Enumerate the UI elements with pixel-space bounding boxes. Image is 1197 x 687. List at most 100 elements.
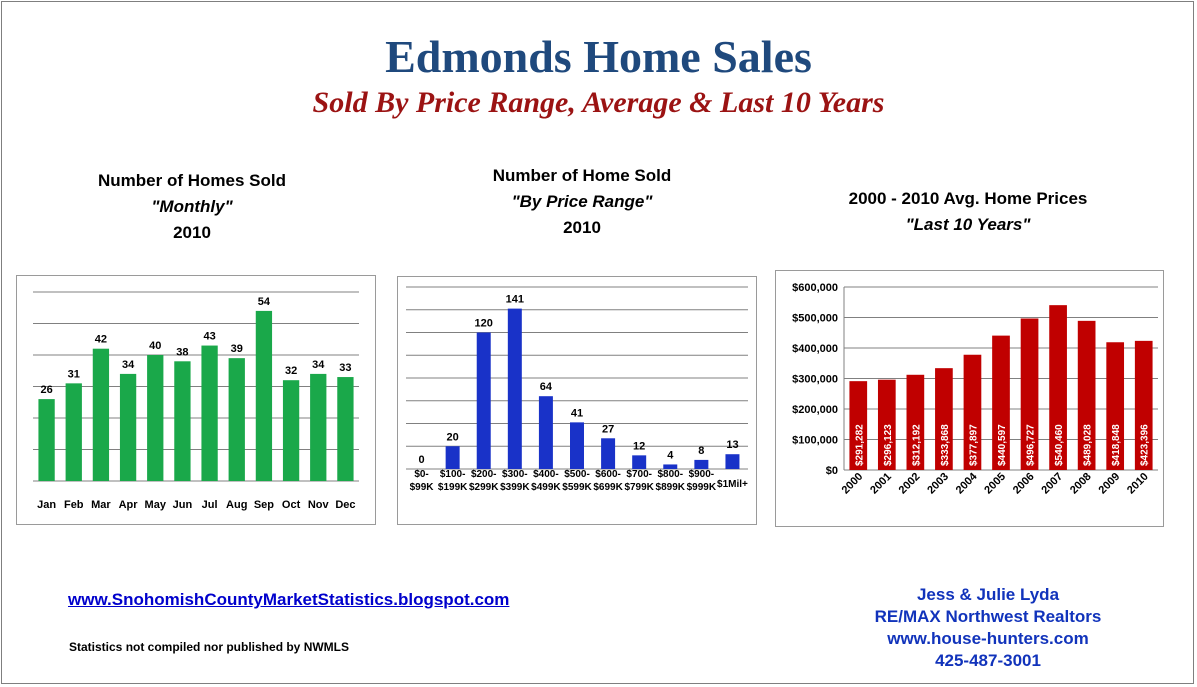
bar — [963, 354, 982, 470]
disclaimer-note: Statistics not compiled nor published by… — [69, 640, 350, 654]
bar — [1134, 340, 1153, 470]
x-tick-label: $0-$99K — [410, 469, 435, 493]
bar — [1049, 305, 1067, 470]
data-label: 13 — [726, 439, 738, 451]
x-tick-label: 2001 — [868, 471, 894, 497]
data-label: $296,123 — [883, 424, 894, 466]
x-tick-label: $300-$399K — [500, 469, 530, 493]
data-label: $333,868 — [940, 424, 951, 466]
bar — [570, 422, 584, 469]
monthly-heading-line3: 2010 — [173, 223, 211, 242]
price-range-chart-heading: Number of Home Sold "By Price Range" 201… — [432, 163, 732, 241]
avg-price-heading-line2: "Last 10 Years" — [905, 215, 1031, 234]
x-tick-label: Jan — [37, 499, 56, 511]
page-title: Edmonds Home Sales — [385, 31, 812, 82]
data-label: $418,848 — [1111, 424, 1122, 466]
blog-link[interactable]: www.SnohomishCountyMarketStatistics.blog… — [68, 590, 510, 609]
data-label: 38 — [176, 346, 188, 358]
bar — [255, 310, 273, 481]
contact-phone: 425-487-3001 — [935, 651, 1041, 670]
bar — [445, 446, 460, 469]
bar — [694, 459, 709, 469]
data-label: 39 — [231, 343, 243, 355]
data-label: 0 — [418, 454, 424, 466]
x-tick-label: $900-$999K — [687, 469, 717, 493]
y-tick-label: $400,000 — [792, 343, 838, 355]
bar — [65, 383, 82, 481]
bar — [310, 373, 327, 481]
data-label: 40 — [149, 340, 161, 352]
x-tick-label: $400-$499K — [531, 469, 561, 493]
contact-website[interactable]: www.house-hunters.com — [887, 629, 1089, 648]
data-label: 12 — [633, 440, 645, 452]
x-tick-label: 2006 — [1011, 471, 1037, 497]
bar — [38, 399, 55, 481]
page-subtitle: Sold By Price Range, Average & Last 10 Y… — [312, 86, 885, 119]
data-label: 54 — [258, 296, 271, 308]
x-tick-label: Jul — [202, 499, 218, 511]
bar — [174, 361, 191, 481]
data-label: 4 — [667, 449, 674, 461]
x-tick-label: Sep — [254, 499, 274, 511]
bar — [507, 308, 522, 469]
monthly-chart-panel: 26 Jan 31 Feb 42 Mar 34 Apr 40 May 38 Jun 43 Jul 39 Aug… — [16, 275, 376, 525]
x-tick-label: 2000 — [840, 471, 866, 497]
price-range-chart: 0 $0-$99K 20 $100-$199K 120 $200-$299K 141 $300… — [406, 286, 748, 493]
x-tick-label: Nov — [308, 499, 330, 511]
avg-price-chart-panel: $0 $100,000 $200,000 $300,000 $400,000 $500,0… — [775, 270, 1164, 527]
y-tick-label: $200,000 — [792, 404, 838, 416]
x-tick-label: Mar — [91, 499, 111, 511]
data-label: $489,028 — [1083, 424, 1094, 466]
x-tick-label: 2008 — [1068, 471, 1094, 497]
bar — [282, 380, 300, 481]
bar — [476, 332, 491, 469]
x-tick-label: Dec — [335, 499, 355, 511]
y-tick-label: $100,000 — [792, 435, 838, 447]
x-tick-label: Oct — [282, 499, 301, 511]
x-tick-label: 2004 — [954, 470, 980, 496]
data-label: $440,597 — [997, 424, 1008, 466]
bar — [725, 454, 740, 469]
bar — [337, 377, 354, 481]
x-tick-label: 2003 — [925, 471, 951, 497]
data-label: 31 — [68, 368, 80, 380]
data-label: 26 — [40, 384, 52, 396]
x-tick-label: $600-$699K — [593, 469, 623, 493]
x-tick-label: Feb — [64, 499, 84, 511]
bar — [992, 335, 1010, 470]
bar — [119, 373, 137, 481]
x-tick-label: Aug — [226, 499, 247, 511]
data-label: $540,460 — [1054, 424, 1065, 466]
price-range-heading-line1: Number of Home Sold — [492, 166, 672, 185]
contact-names: Jess & Julie Lyda — [916, 585, 1060, 604]
x-tick-label: May — [145, 499, 167, 511]
data-label: $377,897 — [968, 424, 979, 466]
bar — [538, 396, 553, 469]
x-tick-label: 2009 — [1097, 471, 1123, 497]
bar — [1077, 320, 1096, 470]
data-label: 41 — [571, 407, 583, 419]
price-range-heading-line3: 2010 — [563, 218, 601, 237]
data-label: 33 — [339, 362, 351, 374]
data-label: 34 — [312, 359, 325, 371]
bar — [147, 355, 164, 481]
x-tick-label: $800-$899K — [656, 469, 686, 493]
y-tick-label: $500,000 — [792, 313, 838, 325]
y-tick-label: $0 — [826, 465, 838, 477]
contact-block: Jess & Julie Lyda RE/MAX Northwest Realt… — [838, 584, 1138, 672]
x-tick-label: 2010 — [1125, 471, 1151, 497]
price-range-chart-panel: 0 $0-$99K 20 $100-$199K 120 $200-$299K 141 $300… — [397, 276, 757, 525]
x-tick-label: $200-$299K — [469, 469, 499, 493]
data-label: $312,192 — [911, 424, 922, 466]
bar — [601, 438, 616, 469]
data-label: $496,727 — [1026, 424, 1037, 466]
x-tick-label: $100-$199K — [438, 469, 468, 493]
avg-price-chart-heading: 2000 - 2010 Avg. Home Prices "Last 10 Ye… — [808, 186, 1128, 238]
monthly-heading-line1: Number of Homes Sold — [98, 171, 286, 190]
data-label: 42 — [95, 334, 107, 346]
bar — [92, 348, 110, 481]
data-label: 43 — [203, 331, 215, 343]
x-tick-label: 2002 — [897, 471, 923, 497]
data-label: 8 — [698, 445, 704, 457]
monthly-heading-line2: "Monthly" — [151, 197, 233, 216]
